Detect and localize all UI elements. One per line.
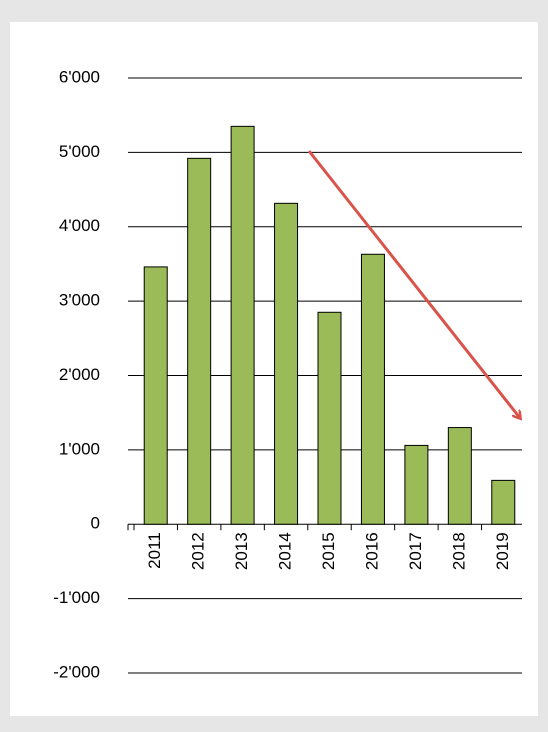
y-tick-label: 2'000 xyxy=(59,365,100,384)
bar xyxy=(317,311,342,525)
bar xyxy=(230,125,255,525)
y-tick-label: 5'000 xyxy=(59,142,100,161)
x-tick-label: 2013 xyxy=(232,532,251,570)
bar xyxy=(274,202,299,525)
chart-background xyxy=(10,22,538,716)
bar xyxy=(491,479,516,525)
y-tick-label: -2'000 xyxy=(53,662,100,681)
x-tick-label: 2014 xyxy=(276,532,295,570)
x-tick-label: 2018 xyxy=(449,532,468,570)
bar xyxy=(360,253,385,525)
x-tick-label: 2011 xyxy=(145,532,164,569)
x-tick-label: 2012 xyxy=(189,532,208,570)
trend-arrow xyxy=(307,150,520,418)
bar xyxy=(187,157,212,525)
y-tick-label: 0 xyxy=(91,514,100,533)
x-tick-label: 2017 xyxy=(406,532,425,570)
bar xyxy=(404,444,429,525)
y-tick-label: 1'000 xyxy=(59,439,100,458)
x-tick-label: 2016 xyxy=(362,532,381,570)
y-tick-label: 6'000 xyxy=(59,67,100,86)
y-tick-label: -1'000 xyxy=(53,588,100,607)
y-tick-label: 3'000 xyxy=(59,291,100,310)
x-tick-label: 2015 xyxy=(319,532,338,570)
x-tick-label: 2019 xyxy=(493,532,512,570)
y-tick-label: 4'000 xyxy=(59,216,100,235)
bar xyxy=(143,266,168,525)
bar xyxy=(447,427,472,525)
